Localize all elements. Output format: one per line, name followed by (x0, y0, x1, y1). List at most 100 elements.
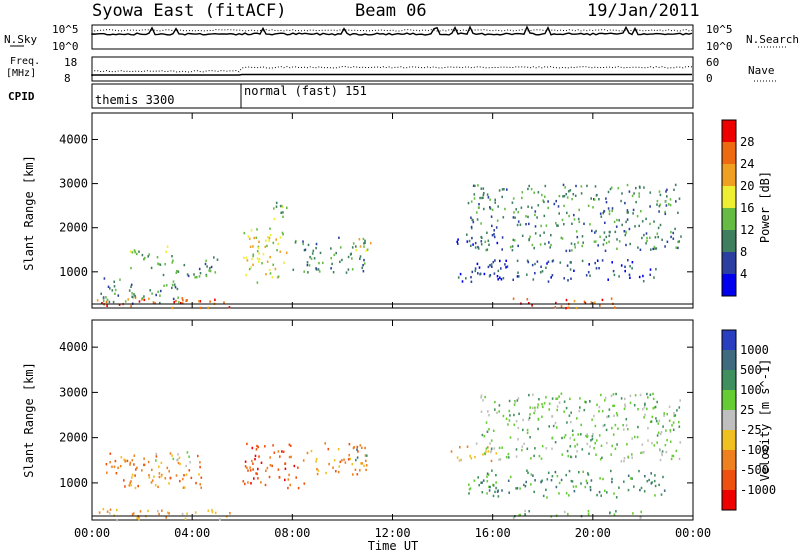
heat-cell (618, 240, 621, 243)
heat-cell (656, 434, 659, 437)
heat-cell (629, 394, 632, 397)
heat-cell (247, 235, 250, 238)
nsearch-top: 10^5 (706, 23, 733, 36)
heat-cell (143, 295, 145, 298)
heat-cell (165, 516, 167, 519)
heat-cell (664, 245, 666, 248)
heat-cell (179, 462, 181, 466)
heat-cell (522, 428, 524, 432)
heat-cell (96, 299, 99, 302)
heat-cell (605, 428, 608, 432)
heat-cell (481, 433, 484, 437)
heat-cell (635, 186, 637, 190)
heat-cell (665, 429, 667, 432)
heat-cell (482, 196, 484, 199)
heat-cell (352, 446, 355, 450)
heat-cell (248, 267, 251, 271)
heat-cell (611, 480, 613, 484)
heat-cell (283, 261, 285, 264)
heat-cell (262, 253, 265, 256)
heat-cell (668, 203, 670, 206)
heat-cell (591, 418, 593, 421)
heat-cell (132, 512, 135, 515)
heat-cell (205, 274, 208, 278)
heat-cell (278, 476, 281, 479)
beam-title: Beam 06 (355, 1, 427, 21)
heat-cell (613, 220, 616, 224)
heat-cell (509, 245, 512, 249)
heat-cell (528, 238, 531, 241)
heat-cell (678, 406, 681, 409)
heat-cell (646, 480, 649, 483)
heat-cell (290, 455, 292, 459)
heat-cell (658, 190, 661, 193)
heat-cell (198, 275, 201, 278)
heat-cell (629, 276, 631, 279)
heat-cell (644, 413, 646, 416)
heat-cell (186, 273, 189, 276)
heat-cell (157, 510, 159, 513)
colorbar-swatch (722, 274, 736, 297)
heat-cell (497, 205, 499, 208)
heat-cell (672, 237, 675, 240)
heat-cell (534, 213, 536, 217)
heat-cell (138, 517, 140, 521)
heat-cell (363, 464, 365, 467)
heat-cell (528, 393, 530, 397)
colorbar-swatch (722, 350, 736, 371)
heat-cell (257, 445, 259, 449)
heat-cell (599, 458, 602, 461)
heat-cell (497, 489, 499, 492)
heat-cell (569, 397, 571, 401)
heat-cell (119, 464, 122, 468)
heat-cell (281, 450, 283, 453)
heat-cell (124, 300, 127, 303)
heat-cell (609, 511, 611, 515)
heat-cell (639, 516, 642, 520)
heat-cell (645, 217, 647, 221)
heat-cell (155, 459, 157, 462)
heat-cell (500, 267, 502, 270)
heat-cell (640, 451, 642, 455)
heat-cell (178, 456, 181, 459)
heat-cell (164, 263, 166, 266)
heat-cell (607, 190, 610, 194)
heat-cell (492, 484, 495, 487)
colorbar-swatch (722, 186, 736, 209)
heat-cell (572, 485, 575, 488)
heat-cell (653, 220, 655, 223)
heat-cell (616, 414, 619, 417)
heat-cell (519, 223, 522, 226)
heat-cell (272, 444, 274, 447)
heat-cell (614, 423, 617, 427)
heat-cell (287, 478, 290, 481)
heat-cell (659, 458, 662, 462)
heat-cell (608, 209, 611, 213)
heat-cell (315, 460, 317, 463)
heat-cell (578, 471, 580, 474)
heat-cell (556, 224, 558, 227)
heat-cell (661, 238, 663, 241)
heat-cell (633, 404, 636, 407)
x-axis-ticks: 00:00 04:00 08:00 12:00 16:00 20:00 00:00 (74, 113, 711, 540)
heat-cell (275, 238, 277, 241)
heat-cell (171, 261, 174, 264)
heat-cell (561, 218, 564, 222)
heat-cell (613, 404, 616, 407)
heat-cell (318, 261, 320, 265)
heat-cell (491, 234, 494, 237)
heat-cell (472, 184, 475, 187)
heat-cell (548, 408, 550, 411)
heat-cell (199, 483, 201, 486)
heat-cell (583, 300, 586, 303)
heat-cell (517, 397, 520, 400)
heat-cell (303, 270, 305, 273)
heat-cell (477, 247, 480, 250)
heat-cell (489, 264, 491, 267)
heat-cell (254, 458, 256, 461)
heat-cell (554, 470, 557, 474)
heat-cell (118, 303, 121, 306)
heat-cell (364, 454, 367, 457)
heat-cell (589, 486, 592, 489)
heat-cell (537, 403, 539, 406)
